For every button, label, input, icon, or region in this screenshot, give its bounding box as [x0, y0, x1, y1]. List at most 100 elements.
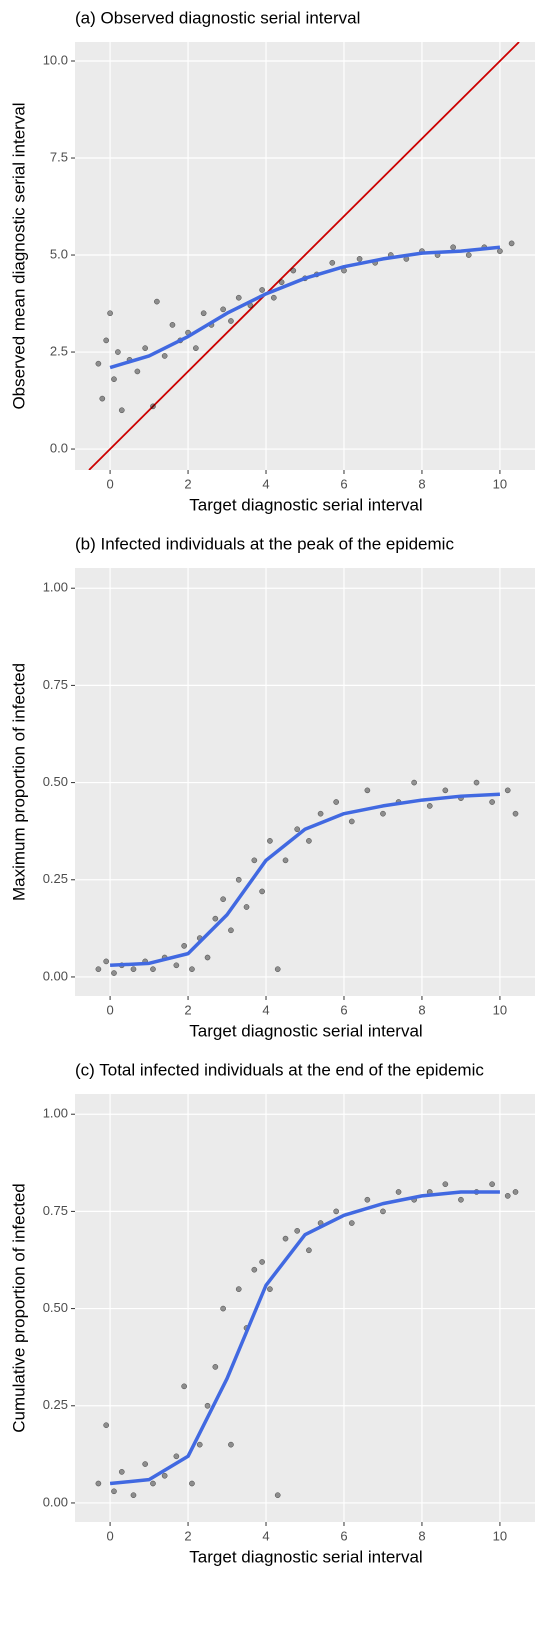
- reference-line: [88, 42, 520, 470]
- point: [204, 954, 211, 961]
- point: [95, 966, 102, 973]
- x-tick-label: 8: [418, 1528, 425, 1543]
- point: [512, 1189, 519, 1195]
- point: [251, 857, 258, 864]
- point: [395, 1189, 402, 1195]
- y-tick-label: 10.0: [43, 52, 68, 67]
- point: [107, 310, 113, 317]
- point: [364, 787, 371, 794]
- y-tick-label: 0.00: [43, 1494, 68, 1509]
- point: [267, 838, 273, 844]
- point: [220, 896, 226, 903]
- point: [356, 256, 363, 262]
- point: [103, 958, 110, 965]
- point: [228, 1441, 234, 1448]
- chart-title: (c) Total infected individuals at the en…: [75, 1060, 484, 1079]
- chart-title: (b) Infected individuals at the peak of …: [75, 534, 454, 553]
- point: [111, 1488, 117, 1495]
- y-tick-label: 5.0: [50, 246, 68, 261]
- point: [504, 1192, 511, 1199]
- point: [134, 368, 141, 375]
- x-axis-label: Target diagnostic serial interval: [189, 495, 422, 514]
- y-tick-label: 0.75: [43, 1203, 68, 1218]
- point: [196, 1441, 203, 1448]
- point: [259, 888, 265, 895]
- y-tick-label: 0.50: [43, 774, 68, 789]
- point: [169, 322, 176, 328]
- y-tick-label: 2.5: [50, 343, 68, 358]
- point: [497, 248, 503, 254]
- x-tick-label: 0: [106, 476, 113, 491]
- y-axis-label: Observed mean diagnostic serial interval: [9, 102, 28, 409]
- point: [220, 306, 226, 313]
- point: [118, 407, 125, 414]
- x-tick-label: 10: [493, 476, 507, 491]
- point: [142, 345, 149, 352]
- plot-marks: [88, 42, 520, 470]
- point: [235, 294, 242, 301]
- point: [161, 1472, 168, 1479]
- point: [251, 1266, 258, 1273]
- point: [189, 966, 195, 973]
- point: [161, 353, 168, 359]
- point: [103, 337, 110, 344]
- point: [306, 1247, 312, 1254]
- point: [150, 1480, 156, 1487]
- x-tick-label: 6: [340, 1002, 347, 1017]
- point: [348, 818, 355, 825]
- x-tick-label: 0: [106, 1528, 113, 1543]
- y-tick-label: 7.5: [50, 149, 68, 164]
- x-tick-label: 4: [262, 476, 269, 491]
- point: [95, 360, 102, 367]
- point: [154, 298, 160, 305]
- point: [380, 1208, 386, 1215]
- x-tick-label: 10: [493, 1002, 507, 1017]
- point: [380, 810, 386, 817]
- y-tick-label: 0.0: [50, 440, 68, 455]
- x-tick-label: 8: [418, 1002, 425, 1017]
- point: [489, 799, 495, 805]
- point: [200, 310, 207, 317]
- x-tick-label: 2: [184, 1528, 191, 1543]
- point: [442, 1181, 449, 1188]
- x-axis-label: Target diagnostic serial interval: [189, 1021, 422, 1040]
- point: [294, 1227, 301, 1234]
- point: [130, 1492, 137, 1499]
- point: [512, 810, 519, 817]
- point: [426, 803, 433, 809]
- smooth-line: [109, 1190, 500, 1486]
- point: [130, 966, 137, 973]
- point: [274, 1492, 281, 1499]
- x-tick-label: 6: [340, 476, 347, 491]
- point: [278, 279, 285, 286]
- x-tick-label: 2: [184, 476, 191, 491]
- x-tick-label: 6: [340, 1528, 347, 1543]
- point: [220, 1305, 226, 1312]
- point: [333, 799, 340, 805]
- point: [458, 1196, 464, 1203]
- point: [142, 1461, 149, 1467]
- point: [189, 1480, 195, 1487]
- y-tick-label: 0.25: [43, 871, 68, 886]
- point: [450, 244, 456, 251]
- point: [228, 927, 234, 934]
- point: [267, 1286, 273, 1292]
- point: [181, 943, 188, 949]
- point: [235, 1286, 242, 1292]
- point: [364, 1196, 371, 1203]
- point: [294, 826, 301, 833]
- point: [115, 349, 121, 355]
- y-axis-label: Cumulative proportion of infected: [9, 1183, 28, 1432]
- point: [489, 1181, 495, 1188]
- point: [181, 1383, 188, 1390]
- point: [192, 345, 199, 352]
- y-axis-label: Maximum proportion of infected: [9, 663, 28, 901]
- point: [212, 1364, 219, 1370]
- point: [150, 403, 156, 410]
- y-tick-label: 0.75: [43, 677, 68, 692]
- point: [329, 259, 336, 266]
- point: [111, 376, 117, 383]
- point: [333, 1208, 340, 1215]
- point: [173, 1453, 180, 1460]
